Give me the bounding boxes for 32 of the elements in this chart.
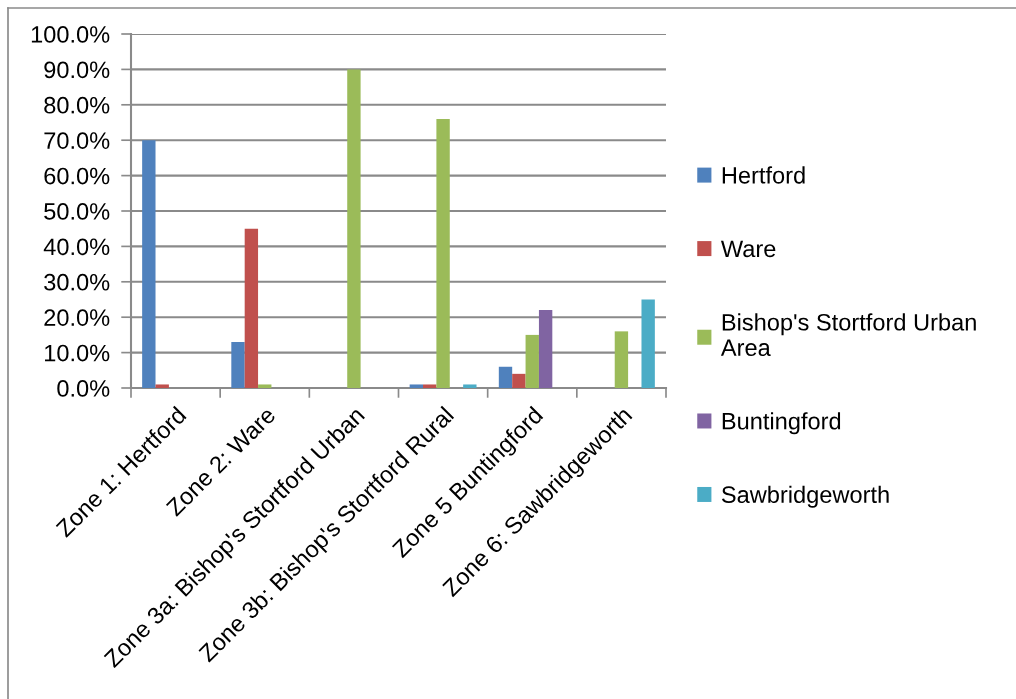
y-tick-label: 0.0% — [57, 380, 110, 397]
legend-label: Sawbridgeworth — [721, 485, 889, 508]
y-tick-label: 70.0% — [44, 132, 110, 149]
bar — [614, 331, 629, 388]
y-tick-label: 100.0% — [31, 26, 110, 43]
y-tick-label: 80.0% — [44, 96, 110, 114]
bar — [498, 366, 513, 388]
legend-label: Buntingford — [722, 412, 841, 435]
bar — [436, 118, 450, 388]
legend-label: Hertford — [722, 166, 805, 184]
legend-label: Bishop's Stortford Urban Area — [720, 313, 976, 357]
legend-label: Ware — [720, 240, 776, 258]
y-tick-label: 40.0% — [43, 238, 110, 256]
bar — [258, 384, 272, 388]
bar — [538, 310, 553, 388]
y-tick-label: 50.0% — [44, 203, 110, 220]
y-tick-label: 90.0% — [44, 61, 110, 79]
y-tick-label: 10.0% — [45, 344, 110, 362]
bar — [525, 334, 539, 388]
bar — [512, 373, 526, 388]
bar — [244, 228, 259, 388]
bar — [423, 384, 437, 388]
bar — [231, 341, 245, 388]
bar — [347, 69, 361, 388]
bar — [641, 299, 655, 388]
y-tick-label: 20.0% — [44, 309, 110, 326]
y-tick-label: 30.0% — [44, 273, 110, 291]
bar — [142, 140, 156, 388]
bar — [409, 384, 424, 388]
y-tick-label: 60.0% — [44, 167, 110, 185]
bar — [155, 384, 169, 388]
bar — [463, 384, 477, 388]
